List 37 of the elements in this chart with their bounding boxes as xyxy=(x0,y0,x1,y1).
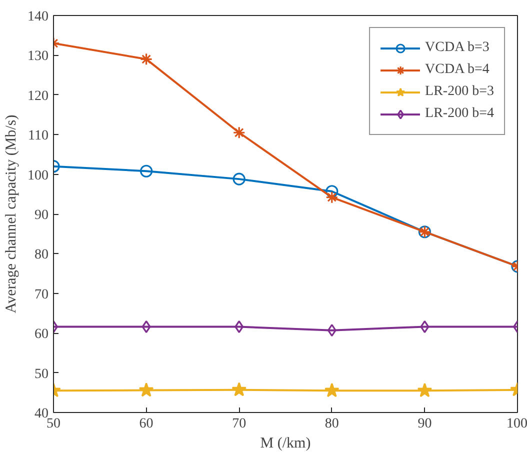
y-tick-label: 110 xyxy=(28,128,49,144)
y-tick-label: 120 xyxy=(28,88,48,104)
y-tick-label: 90 xyxy=(34,208,48,223)
point xyxy=(417,382,432,398)
y-tick-label: 80 xyxy=(34,248,48,263)
x-tick-label: 60 xyxy=(139,416,154,432)
x-tick-label: 50 xyxy=(46,416,60,432)
point xyxy=(232,382,247,396)
point xyxy=(420,320,430,334)
legend-label: LR-200 b=4 xyxy=(425,106,494,122)
y-tick-label: 100 xyxy=(28,168,48,184)
y-tick-label: 70 xyxy=(34,287,48,302)
y-tick-label: 140 xyxy=(28,10,48,24)
point xyxy=(234,320,244,334)
legend-label: LR-200 b=3 xyxy=(425,84,494,100)
point xyxy=(140,164,153,178)
y-tick-label: 60 xyxy=(34,327,48,342)
x-tick-label: 100 xyxy=(506,416,527,432)
point xyxy=(232,126,246,139)
x-tick-label: 70 xyxy=(232,416,246,432)
point xyxy=(142,320,151,334)
point xyxy=(138,382,154,397)
point xyxy=(326,191,338,204)
legend-label: VCDA b=4 xyxy=(425,62,490,78)
legend-label: VCDA b=3 xyxy=(425,40,490,56)
y-tick-label: 50 xyxy=(34,366,48,382)
x-axis-title: M (/km) xyxy=(260,436,311,452)
point xyxy=(326,185,338,198)
point xyxy=(324,382,340,398)
point xyxy=(232,172,246,186)
x-tick-label: 80 xyxy=(324,416,339,432)
y-tick-label: 130 xyxy=(28,49,48,64)
point xyxy=(140,52,153,66)
y-tick-label: 40 xyxy=(34,406,48,422)
point xyxy=(327,324,336,337)
x-tick-label: 90 xyxy=(418,416,432,432)
y-axis-title: Average channel capacity (Mb/s) xyxy=(4,114,20,314)
